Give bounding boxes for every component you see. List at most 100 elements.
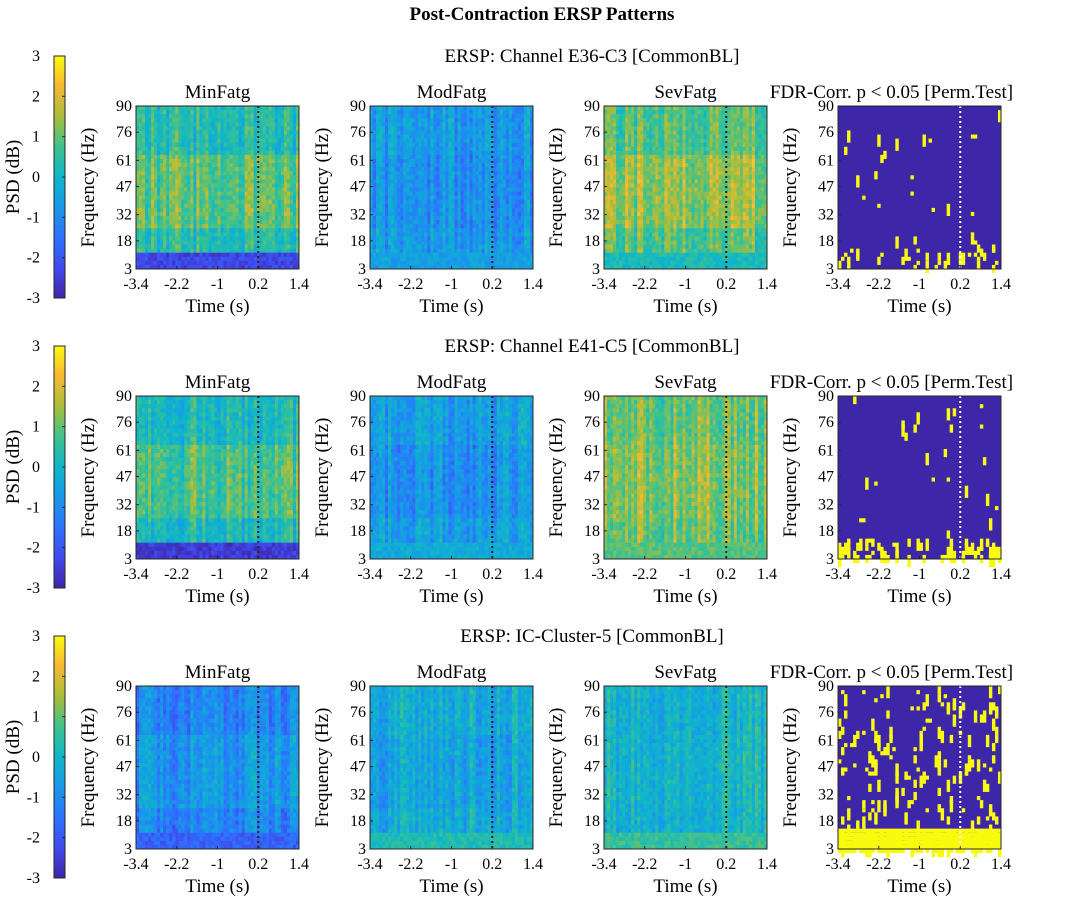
heatmap-cell	[412, 106, 416, 111]
heatmap-cell	[376, 220, 380, 225]
heatmap-cell	[247, 110, 252, 115]
heatmap-cell	[268, 187, 273, 192]
heatmap-cell	[382, 232, 386, 237]
heatmap-cell	[451, 150, 455, 156]
heatmap-cell	[262, 207, 267, 213]
heatmap-cell	[151, 211, 155, 217]
heatmap-cell	[172, 106, 176, 111]
heatmap-cell	[382, 252, 386, 258]
heatmap-cell	[634, 211, 638, 217]
heatmap-cell	[220, 187, 224, 192]
heatmap-cell	[289, 146, 294, 152]
heatmap-cell	[511, 211, 516, 217]
heatmap-cell	[487, 203, 492, 209]
heatmap-cell	[148, 256, 152, 262]
heatmap-cell	[145, 244, 149, 250]
heatmap-cell	[625, 146, 629, 152]
heatmap-cell	[145, 211, 149, 217]
heatmap-cell	[250, 244, 255, 250]
heatmap-cell	[493, 207, 498, 213]
heatmap-cell	[388, 134, 392, 139]
heatmap-cell	[151, 142, 155, 148]
heatmap-cell	[163, 114, 167, 119]
heatmap-cell	[448, 114, 452, 119]
heatmap-cell	[445, 118, 449, 123]
heatmap-cell	[631, 163, 635, 168]
heatmap-cell	[292, 179, 297, 184]
heatmap-cell	[445, 199, 449, 205]
heatmap-cell	[379, 220, 383, 225]
heatmap-cell	[457, 167, 461, 172]
heatmap-cell	[406, 150, 410, 156]
heatmap-cell	[424, 244, 428, 250]
heatmap-cell	[136, 110, 140, 115]
heatmap-cell	[400, 110, 404, 115]
heatmap-cell	[505, 236, 510, 241]
heatmap-cell	[493, 126, 498, 131]
heatmap-cell	[259, 171, 264, 176]
heatmap-cell	[517, 203, 522, 209]
heatmap-cell	[136, 264, 140, 270]
heatmap-cell	[451, 232, 455, 237]
heatmap-cell	[247, 158, 252, 164]
heatmap-cell	[199, 203, 203, 209]
heatmap-cell	[250, 175, 255, 180]
heatmap-cell	[499, 240, 504, 245]
heatmap-cell	[415, 146, 419, 152]
heatmap-cell	[454, 183, 458, 188]
heatmap-cell	[406, 158, 410, 164]
heatmap-cell	[454, 232, 458, 237]
heatmap-cell	[472, 138, 477, 144]
heatmap-cell	[433, 195, 437, 201]
heatmap-cell	[529, 264, 534, 270]
heatmap-cell	[136, 252, 140, 258]
heatmap-cell	[214, 134, 218, 139]
heatmap-cell	[448, 130, 452, 135]
heatmap-cell	[424, 146, 428, 152]
heatmap-cell	[385, 240, 389, 245]
heatmap-cell	[229, 211, 233, 217]
heatmap-cell	[181, 248, 185, 254]
heatmap-cell	[424, 264, 428, 270]
heatmap-cell	[409, 175, 413, 180]
heatmap-cell	[256, 142, 261, 148]
heatmap-cell	[241, 240, 246, 245]
heatmap-cell	[196, 171, 200, 176]
heatmap-cell	[163, 240, 167, 245]
heatmap-cell	[139, 179, 143, 184]
heatmap-cell	[619, 252, 623, 258]
heatmap-cell	[616, 244, 620, 250]
heatmap-cell	[628, 167, 632, 172]
heatmap-cell	[208, 191, 212, 197]
heatmap-cell	[418, 195, 422, 201]
heatmap-cell	[400, 167, 404, 172]
heatmap-cell	[178, 240, 182, 245]
heatmap-cell	[631, 228, 635, 233]
heatmap-cell	[166, 216, 170, 221]
heatmap-cell	[154, 118, 158, 123]
heatmap-cell	[142, 191, 146, 197]
heatmap-cell	[385, 138, 389, 144]
heatmap-cell	[253, 207, 258, 213]
heatmap-cell	[208, 175, 212, 180]
heatmap-cell	[385, 158, 389, 164]
heatmap-cell	[622, 224, 626, 229]
heatmap-cell	[286, 130, 291, 135]
heatmap-cell	[499, 154, 504, 160]
heatmap-cell	[280, 236, 285, 241]
heatmap-cell	[517, 138, 522, 144]
heatmap-cell	[238, 118, 243, 123]
heatmap-cell	[466, 203, 471, 209]
heatmap-cell	[397, 228, 401, 233]
heatmap-cell	[208, 248, 212, 254]
heatmap-cell	[160, 187, 164, 192]
heatmap-cell	[370, 216, 374, 221]
heatmap-cell	[439, 110, 443, 115]
heatmap-cell	[151, 207, 155, 213]
heatmap-cell	[448, 122, 452, 127]
heatmap-cell	[199, 167, 203, 172]
heatmap-cell	[634, 216, 638, 221]
heatmap-cell	[295, 224, 300, 229]
heatmap-cell	[226, 260, 230, 266]
heatmap-cell	[178, 220, 182, 225]
